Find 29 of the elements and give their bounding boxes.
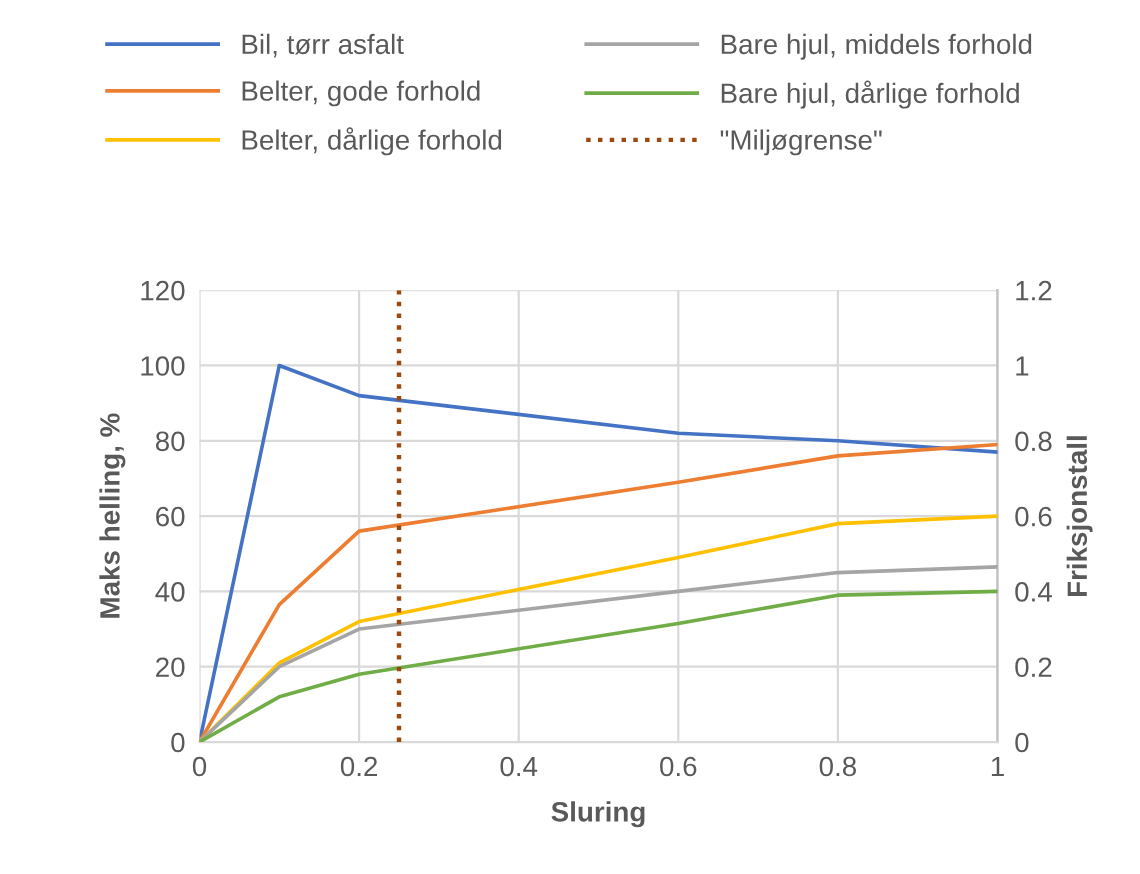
legend-label: Bare hjul, dårlige forhold	[721, 80, 1019, 109]
y-axis-title: Maks helling, %	[99, 413, 126, 618]
legend-label: Belter, dårlige forhold	[242, 127, 502, 156]
x-tick-label: 0	[192, 756, 207, 777]
x-axis-title: Sluring	[551, 801, 645, 828]
y2-tick-label: 1	[1016, 356, 1029, 376]
x-tick-label: 0.6	[660, 756, 697, 777]
x-tick-label: 0.2	[340, 756, 378, 777]
y2-axis-title: Friksjonstall	[1066, 436, 1093, 597]
legend-label: Belter, gode forhold	[242, 80, 480, 107]
y-tick-label: 100	[141, 356, 185, 376]
x-tick-label: 0.4	[500, 756, 538, 777]
y-tick-label: 120	[141, 280, 185, 301]
legend-label: Bare hjul, middels forhold	[721, 33, 1032, 60]
y2-tick-label: 0	[1015, 732, 1029, 753]
legend-label: Bil, tørr asfalt	[242, 33, 404, 58]
y-tick-label: 60	[156, 506, 185, 527]
y-tick-label: 20	[156, 657, 185, 678]
y2-tick-label: 0.4	[1015, 582, 1052, 602]
y2-tick-label: 0.6	[1015, 506, 1052, 527]
y2-tick-label: 1.2	[1016, 280, 1052, 301]
legend-label: "Miljøgrense"	[720, 129, 882, 156]
y-tick-label: 40	[155, 582, 185, 602]
x-tick-label: 1	[991, 756, 1004, 777]
y-tick-label: 0	[171, 732, 185, 753]
y2-tick-label: 0.2	[1015, 657, 1052, 678]
y2-tick-label: 0.8	[1015, 431, 1052, 452]
x-tick-label: 0.8	[819, 756, 856, 777]
y-tick-label: 80	[155, 431, 185, 452]
